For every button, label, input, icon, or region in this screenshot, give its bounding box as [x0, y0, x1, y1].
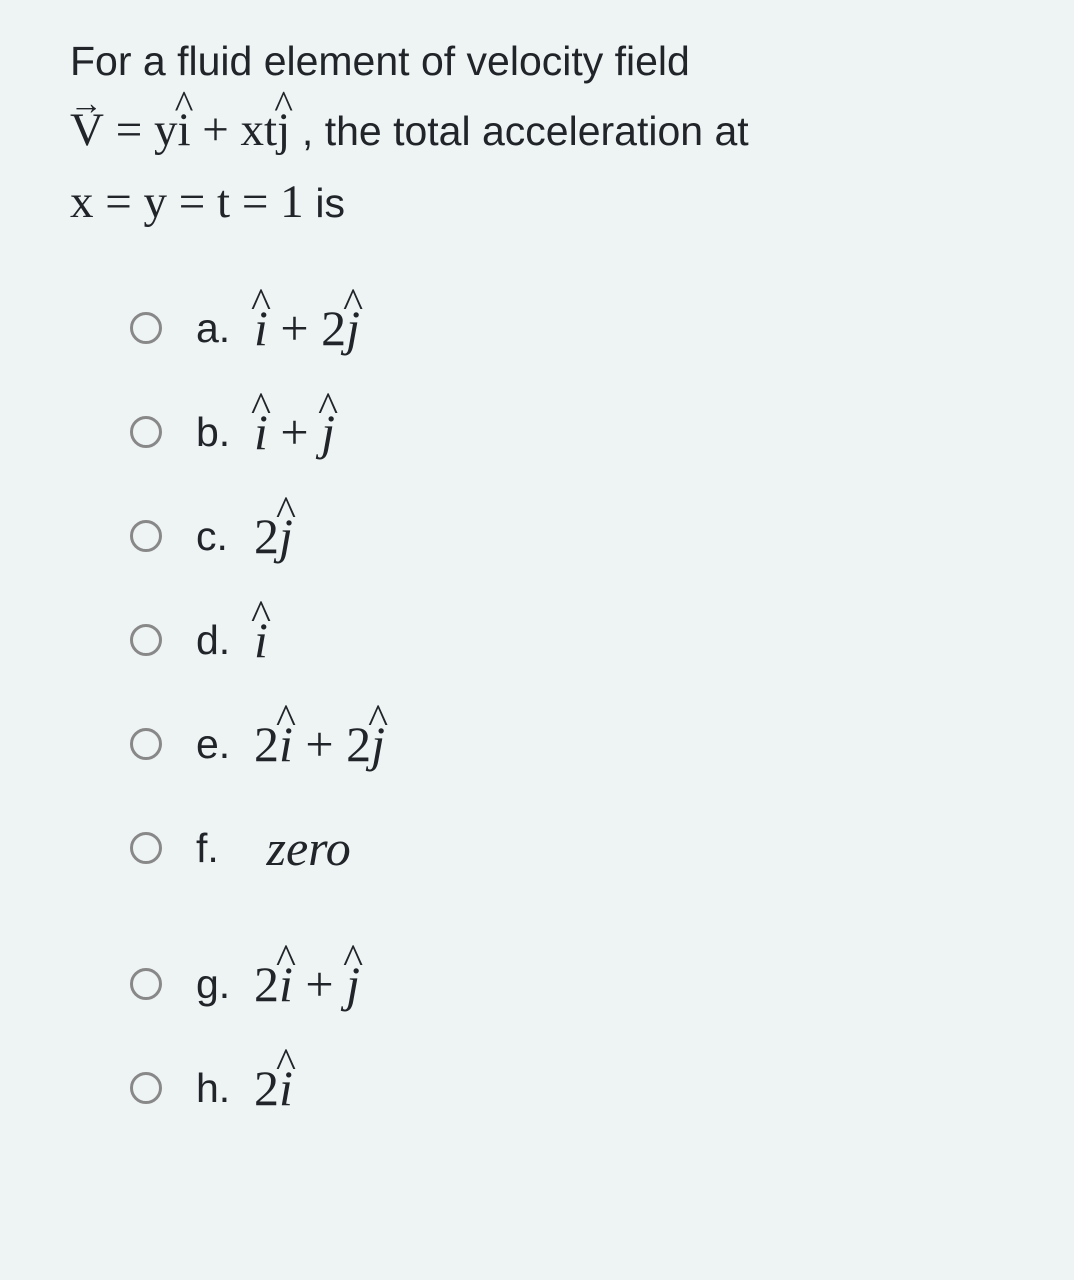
option-text: 2i^ [254, 1059, 293, 1117]
option-f[interactable]: f. zero [130, 819, 1024, 877]
option-letter: h. [196, 1065, 254, 1112]
cond-y: y [144, 176, 168, 228]
radio-button[interactable] [130, 520, 162, 552]
plus-1: + [202, 104, 240, 156]
radio-button[interactable] [130, 312, 162, 344]
option-letter: f. [196, 825, 254, 872]
option-text: i^ + j^ [254, 403, 335, 461]
radio-button[interactable] [130, 968, 162, 1000]
cond-t: t [217, 176, 230, 228]
question-line1: For a fluid element of velocity field [70, 38, 690, 84]
j-hat-icon: j^ [277, 94, 290, 167]
option-letter: c. [196, 513, 254, 560]
cond-x: x [70, 176, 94, 228]
options-list: a.i^ + 2j^ b.i^ + j^ c.2j^ d.i^ e.2i^ + 2j^ f… [70, 299, 1024, 1117]
vector-v: V→ [70, 94, 104, 167]
question-page: For a fluid element of velocity field V→… [0, 0, 1074, 1193]
after-velocity: , the total acceleration at [302, 108, 749, 154]
option-letter: a. [196, 305, 254, 352]
radio-button[interactable] [130, 624, 162, 656]
option-text: zero [254, 819, 351, 877]
option-d[interactable]: d.i^ [130, 611, 1024, 669]
option-h[interactable]: h.2i^ [130, 1059, 1024, 1117]
option-letter: d. [196, 617, 254, 664]
option-text: 2j^ [254, 507, 293, 565]
question-is: is [315, 180, 345, 226]
option-text: i^ + 2j^ [254, 299, 360, 357]
option-letter: e. [196, 721, 254, 768]
term-xt: xt [241, 104, 278, 156]
option-c[interactable]: c.2j^ [130, 507, 1024, 565]
option-a[interactable]: a.i^ + 2j^ [130, 299, 1024, 357]
option-text: 2i^ + j^ [254, 955, 360, 1013]
radio-button[interactable] [130, 416, 162, 448]
i-hat-icon: i^ [177, 94, 190, 167]
question-condition: x = y = t = 1 [70, 176, 315, 228]
option-letter: b. [196, 409, 254, 456]
radio-button[interactable] [130, 1072, 162, 1104]
option-g[interactable]: g.2i^ + j^ [130, 955, 1024, 1013]
option-text: 2i^ + 2j^ [254, 715, 385, 773]
option-e[interactable]: e.2i^ + 2j^ [130, 715, 1024, 773]
question-equation: V→ = yi^ + xtj^ [70, 104, 302, 156]
option-letter: g. [196, 961, 254, 1008]
equals-1: = [116, 104, 154, 156]
option-text: i^ [254, 611, 268, 669]
radio-button[interactable] [130, 728, 162, 760]
radio-button[interactable] [130, 832, 162, 864]
question-stem: For a fluid element of velocity field V→… [70, 30, 1024, 239]
option-b[interactable]: b.i^ + j^ [130, 403, 1024, 461]
